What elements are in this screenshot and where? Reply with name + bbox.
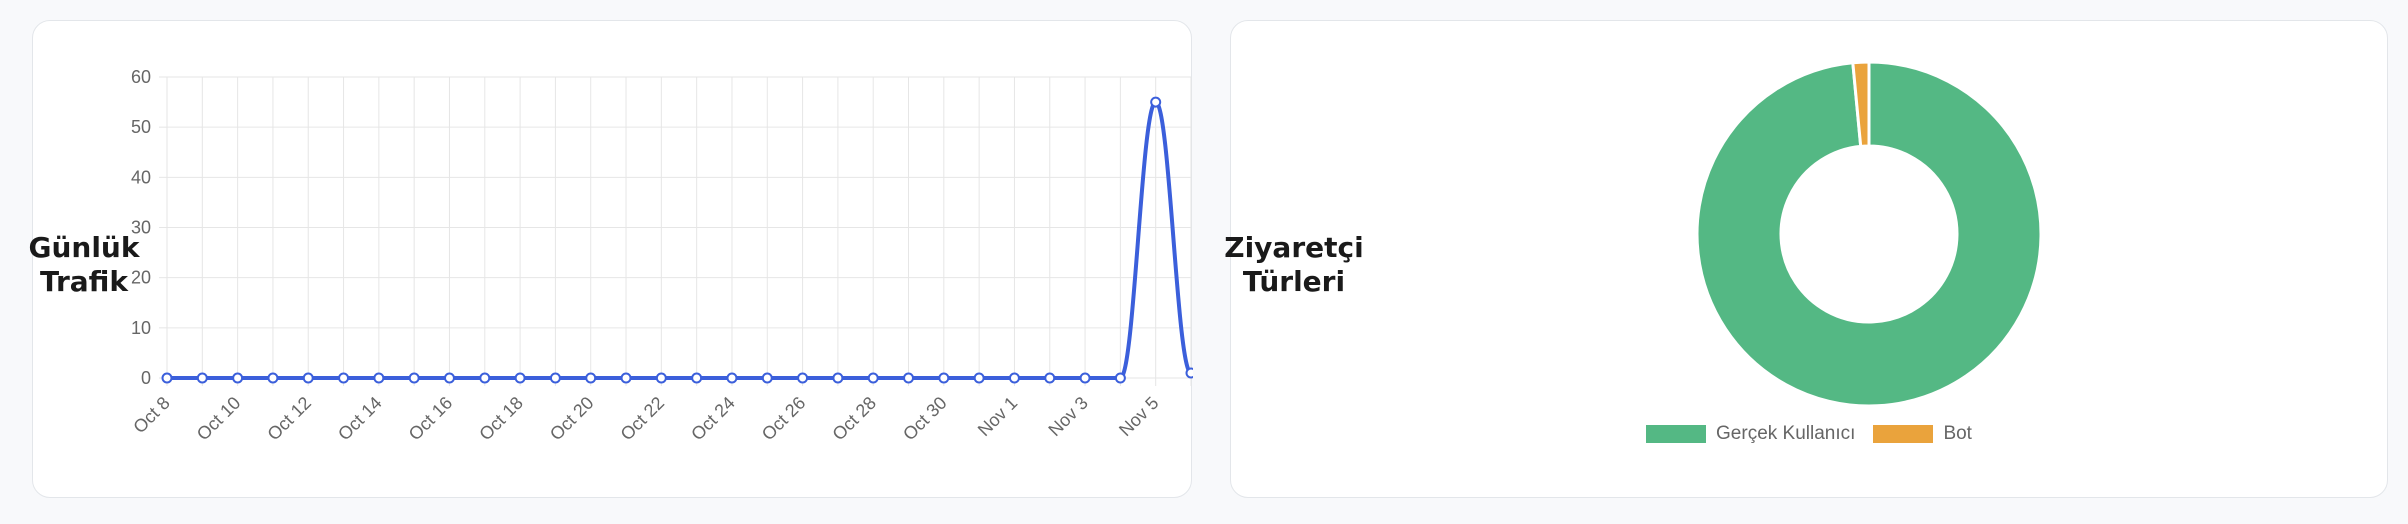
traffic-data-point [514, 372, 526, 384]
legend-swatch-human [1646, 425, 1707, 443]
y-tick-label: 30 [131, 218, 151, 238]
traffic-data-point [302, 372, 314, 384]
x-tick-label: Oct 20 [546, 393, 598, 445]
traffic-data-point [373, 372, 385, 384]
traffic-data-point [973, 372, 985, 384]
visitor-types-title: Ziyaretçi Türleri [1224, 231, 1364, 298]
traffic-data-point [585, 372, 597, 384]
y-tick-label: 60 [131, 67, 151, 87]
traffic-data-point [1185, 367, 1193, 379]
x-tick-label: Oct 24 [687, 393, 739, 445]
traffic-data-point [1150, 96, 1162, 108]
x-tick-label: Nov 1 [974, 393, 1021, 440]
x-tick-label: Nov 5 [1115, 393, 1162, 440]
daily-traffic-line-chart: 0 10 20 30 40 50 60 Oct 8 Oct 10 Oct 12 Oct 14 Oct … [129, 67, 1193, 445]
y-tick-label: 10 [131, 318, 151, 338]
x-tick-label: Oct 28 [828, 393, 880, 445]
donut-slice-human [1695, 60, 2043, 408]
y-tick-label: 0 [141, 368, 151, 388]
traffic-data-point [832, 372, 844, 384]
y-tick-label: 20 [131, 268, 151, 288]
traffic-data-point [761, 372, 773, 384]
daily-traffic-title: Günlük Trafik [28, 231, 140, 298]
traffic-data-point [938, 372, 950, 384]
legend-swatch-bot [1873, 425, 1934, 443]
traffic-data-point [408, 372, 420, 384]
traffic-data-point [620, 372, 632, 384]
traffic-data-point [549, 372, 561, 384]
x-tick-label: Oct 16 [405, 393, 457, 445]
traffic-data-point [338, 372, 350, 384]
donut-legend: Gerçek Kullanıcı Bot [1231, 423, 2387, 445]
x-tick-label: Nov 3 [1044, 393, 1091, 440]
x-tick-label: Oct 8 [129, 393, 174, 438]
traffic-data-point [1114, 372, 1126, 384]
traffic-data-point [867, 372, 879, 384]
x-tick-label: Oct 18 [475, 393, 527, 445]
traffic-data-point [479, 372, 491, 384]
grid-lines [159, 76, 1192, 386]
traffic-data-point [161, 372, 173, 384]
legend-item-bot[interactable]: Bot [1873, 423, 1972, 445]
x-tick-label: Oct 10 [193, 393, 245, 445]
donut-slice-bot [1851, 60, 1871, 149]
traffic-data-point [655, 372, 667, 384]
daily-traffic-card: Günlük Trafik 0 10 20 30 40 50 60 Oct 8 Oct 10 Oc… [28, 20, 1193, 498]
traffic-data-point [691, 372, 703, 384]
traffic-data-point [267, 372, 279, 384]
x-tick-label: Oct 14 [334, 393, 386, 445]
traffic-series-line [167, 100, 1193, 380]
traffic-data-point [1008, 372, 1020, 384]
legend-label-human: Gerçek Kullanıcı [1716, 423, 1856, 444]
x-tick-label: Oct 12 [263, 393, 315, 445]
traffic-data-point [1044, 372, 1056, 384]
legend-item-human[interactable]: Gerçek Kullanıcı [1646, 423, 1855, 445]
traffic-data-point [1079, 372, 1091, 384]
traffic-data-point [797, 372, 809, 384]
traffic-data-point [903, 372, 915, 384]
traffic-data-point [196, 372, 208, 384]
traffic-data-point [443, 372, 455, 384]
visitor-types-donut-chart [1695, 60, 2043, 408]
y-tick-label: 40 [131, 167, 151, 187]
traffic-data-point [726, 372, 738, 384]
legend-label-bot: Bot [1943, 423, 1972, 444]
traffic-data-point [232, 372, 244, 384]
x-tick-label: Oct 22 [617, 393, 669, 445]
x-tick-label: Oct 30 [899, 393, 951, 445]
visitor-types-card: Ziyaretçi Türleri Gerçek Kullanıcı Bot [1224, 20, 2388, 498]
x-tick-label: Oct 26 [758, 393, 810, 445]
y-tick-label: 50 [131, 117, 151, 137]
